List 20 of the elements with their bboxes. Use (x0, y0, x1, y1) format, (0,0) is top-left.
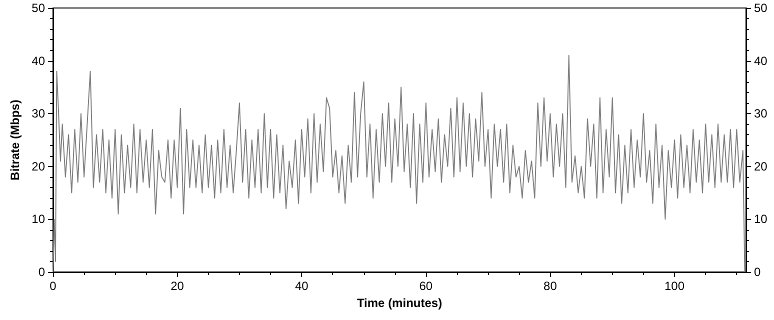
y2-tick-label: 0 (754, 265, 761, 279)
x-tick-label: 40 (294, 279, 309, 293)
y2-tick-label: 40 (754, 54, 768, 68)
y-tick-label: 0 (38, 265, 46, 279)
x-axis-title: Time (minutes) (356, 296, 442, 310)
y2-tick-label: 30 (754, 106, 768, 121)
y2-tick-label: 20 (754, 159, 768, 174)
x-tick-label: 20 (170, 279, 184, 293)
y-tick-label: 10 (32, 212, 46, 226)
x-tick-label: 100 (664, 279, 685, 293)
y2-tick-label: 50 (754, 1, 768, 15)
y-tick-label: 40 (32, 54, 46, 68)
x-tick-label: 60 (419, 279, 433, 293)
x-tick-label: 0 (50, 279, 57, 293)
y-tick-label: 20 (32, 159, 46, 174)
y-tick-label: 50 (32, 1, 46, 15)
y2-tick-label: 10 (754, 212, 768, 226)
y-tick-label: 30 (32, 106, 46, 121)
x-tick-label: 80 (544, 279, 558, 293)
y-axis-title: Bitrate (Mbps) (8, 100, 22, 180)
